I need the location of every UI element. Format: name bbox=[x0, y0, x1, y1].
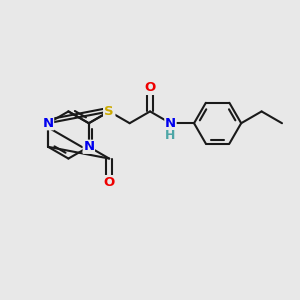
Text: N: N bbox=[42, 117, 54, 130]
Text: N: N bbox=[165, 117, 176, 130]
Text: N: N bbox=[83, 140, 94, 153]
Text: O: O bbox=[103, 176, 115, 189]
Text: S: S bbox=[104, 105, 114, 118]
Text: N: N bbox=[104, 105, 115, 118]
Text: H: H bbox=[165, 129, 176, 142]
Text: O: O bbox=[144, 81, 156, 94]
